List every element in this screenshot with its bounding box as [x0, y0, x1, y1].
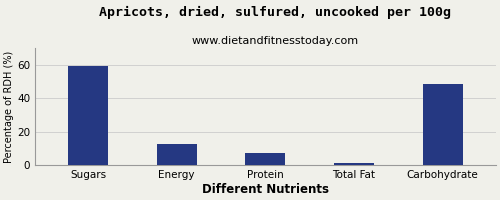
Text: www.dietandfitnesstoday.com: www.dietandfitnesstoday.com	[192, 36, 358, 46]
X-axis label: Different Nutrients: Different Nutrients	[202, 183, 329, 196]
Y-axis label: Percentage of RDH (%): Percentage of RDH (%)	[4, 51, 14, 163]
Bar	[422, 84, 463, 165]
Bar	[334, 163, 374, 165]
Bar	[157, 144, 196, 165]
Bar	[68, 66, 108, 165]
Bar	[246, 153, 286, 165]
Text: Apricots, dried, sulfured, uncooked per 100g: Apricots, dried, sulfured, uncooked per …	[99, 6, 451, 19]
